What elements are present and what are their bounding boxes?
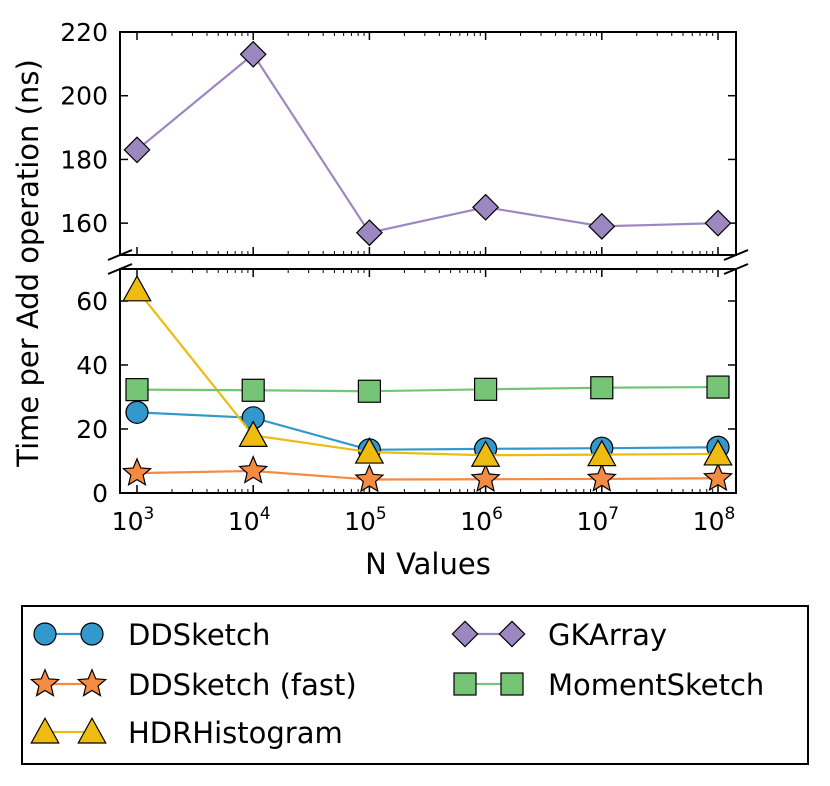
point-gkarray xyxy=(355,219,383,247)
break-mark-right-top xyxy=(723,249,749,261)
point-ddsketch-fast xyxy=(121,457,153,486)
break-mark-left-top xyxy=(107,249,133,261)
legend-marker xyxy=(77,717,107,744)
legend-marker xyxy=(33,622,57,646)
legend-label: HDRHistogram xyxy=(128,716,343,750)
bottom-panel: 0 20 40 60 103 104 105 106 107 108 xyxy=(76,32,737,536)
point-momentsketch xyxy=(706,375,730,399)
point-gkarray xyxy=(588,212,616,240)
legend-frame xyxy=(21,605,809,765)
legend-item-gkarray: GKArray xyxy=(451,618,667,652)
bottom-panel-frame xyxy=(119,268,737,494)
point-gkarray xyxy=(239,40,267,68)
point-momentsketch xyxy=(590,376,614,400)
legend-label: MomentSketch xyxy=(548,668,764,702)
top-y-tick-label: 200 xyxy=(60,82,108,111)
bottom-series-layer xyxy=(121,274,734,493)
y-axis-label: Time per Add operation (ns) xyxy=(11,59,45,468)
legend-marker xyxy=(453,672,477,696)
point-gkarray xyxy=(123,136,151,164)
point-ddsketch-fast xyxy=(586,463,617,492)
point-ddsketch-fast xyxy=(702,462,734,492)
point-hdrhistogram xyxy=(470,440,501,467)
bottom-y-tick-label: 60 xyxy=(76,287,108,316)
series-line-ddsketch xyxy=(136,411,719,451)
point-hdrhistogram xyxy=(122,274,152,302)
top-y-tick-label: 160 xyxy=(60,209,108,238)
legend-label: DDSketch xyxy=(128,618,270,652)
point-ddsketch-fast xyxy=(470,463,501,493)
axis-break-marks xyxy=(107,249,749,275)
top-panel: 160 180 200 220 xyxy=(60,18,737,256)
legend-marker xyxy=(29,668,61,697)
x-axis: 103 104 105 106 107 108 xyxy=(112,32,736,536)
legend-marker xyxy=(498,620,526,648)
legend-marker xyxy=(500,672,524,696)
point-hdrhistogram xyxy=(587,439,617,467)
x-tick-label: 103 xyxy=(112,504,155,536)
legend-label: GKArray xyxy=(548,618,667,652)
legend-item-momentsketch: MomentSketch xyxy=(453,668,764,702)
point-hdrhistogram xyxy=(238,420,268,447)
legend-item-hdrhistogram: HDRHistogram xyxy=(30,716,343,750)
legend-item-ddsketch: DDSketch xyxy=(33,618,270,652)
break-mark-left-bottom xyxy=(107,263,133,275)
point-momentsketch xyxy=(125,378,149,402)
top-y-tick-label: 220 xyxy=(60,18,108,47)
series-ddsketch-fast xyxy=(121,455,734,493)
series-line-momentsketch xyxy=(136,385,719,393)
x-tick-label: 106 xyxy=(460,504,503,536)
point-ddsketch-fast xyxy=(238,455,269,484)
x-tick-label: 107 xyxy=(576,504,619,536)
point-gkarray xyxy=(704,209,732,237)
point-gkarray xyxy=(472,193,500,221)
legend-marker xyxy=(30,717,60,744)
point-momentsketch xyxy=(474,377,498,401)
point-momentsketch xyxy=(241,378,265,402)
legend-items: DDSketch DDSketch (fast) HDRHistogram GKArr… xyxy=(29,618,764,750)
x-tick-label: 108 xyxy=(693,504,736,536)
bottom-y-axis: 0 20 40 60 xyxy=(76,287,736,508)
point-ddsketch xyxy=(125,400,149,424)
point-hdrhistogram xyxy=(703,438,733,466)
x-tick-label: 104 xyxy=(228,504,271,536)
break-mark-right-bottom xyxy=(723,263,749,275)
point-momentsketch xyxy=(357,379,381,403)
series-line-hdrhistogram xyxy=(136,289,719,457)
series-line-ddsketch-fast xyxy=(136,469,719,481)
series-hdrhistogram xyxy=(122,274,733,467)
series-line-gkarray xyxy=(136,52,719,234)
bottom-y-tick-label: 40 xyxy=(76,351,108,380)
top-y-axis: 160 180 200 220 xyxy=(60,18,736,238)
legend-label: DDSketch (fast) xyxy=(128,668,357,702)
top-y-tick-label: 180 xyxy=(60,145,108,174)
point-ddsketch-fast xyxy=(354,463,385,493)
series-gkarray xyxy=(123,40,732,247)
top-series-layer xyxy=(123,40,732,247)
legend-marker xyxy=(80,622,104,646)
x-axis-label: N Values xyxy=(365,547,491,581)
series-momentsketch xyxy=(125,375,730,403)
top-panel-frame xyxy=(119,31,737,256)
x-tick-label: 105 xyxy=(344,504,387,536)
legend: DDSketch DDSketch (fast) HDRHistogram GKArr… xyxy=(21,605,809,765)
legend-item-ddsketch-fast: DDSketch (fast) xyxy=(29,668,357,702)
series-ddsketch xyxy=(125,400,730,462)
bottom-y-tick-label: 20 xyxy=(76,415,108,444)
point-hdrhistogram xyxy=(354,437,385,464)
bottom-y-tick-label: 0 xyxy=(92,479,108,508)
legend-marker xyxy=(451,620,479,648)
legend-marker xyxy=(76,668,108,697)
